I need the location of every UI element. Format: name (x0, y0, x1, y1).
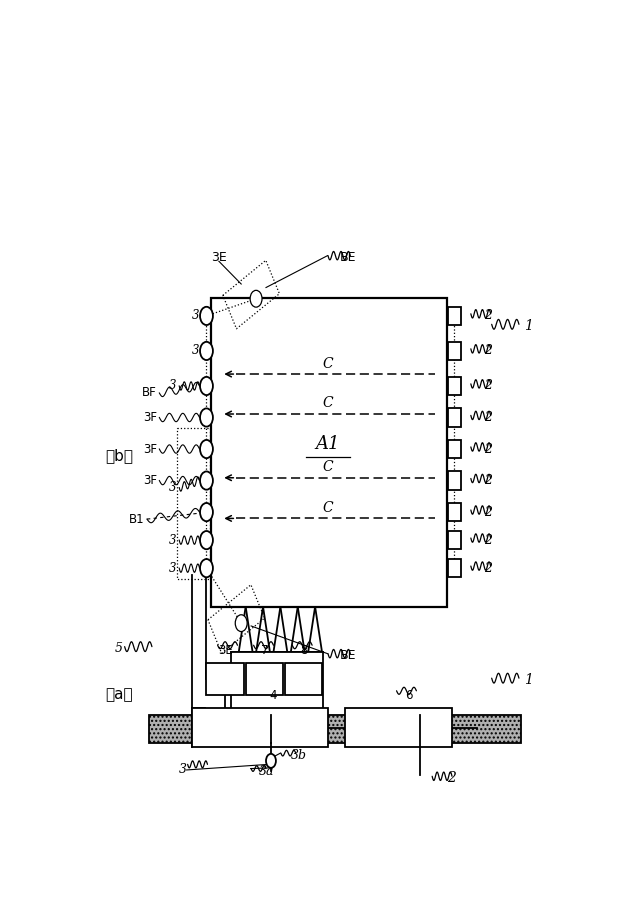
Text: 8: 8 (300, 643, 307, 657)
Circle shape (236, 615, 247, 632)
Bar (231, 652, 323, 715)
Text: 6: 6 (406, 689, 413, 703)
Bar (448, 471, 461, 490)
Text: 2: 2 (484, 474, 492, 487)
Text: 7: 7 (261, 643, 269, 657)
Text: 2: 2 (484, 309, 492, 322)
Text: C: C (323, 460, 333, 474)
Text: 2: 2 (484, 533, 492, 547)
Text: 2: 2 (484, 442, 492, 456)
Circle shape (266, 753, 276, 768)
Text: 3: 3 (169, 561, 177, 574)
Bar (177, 428, 211, 579)
Text: 3F: 3F (143, 411, 157, 424)
Circle shape (200, 471, 213, 490)
Text: C: C (323, 501, 333, 515)
Bar (448, 559, 461, 577)
Text: 3b: 3b (291, 750, 307, 763)
Text: C: C (323, 397, 333, 410)
Bar (448, 307, 461, 325)
Text: 3: 3 (169, 481, 177, 494)
Text: BE: BE (340, 649, 356, 662)
Text: 3: 3 (191, 345, 199, 358)
Bar (207, 662, 244, 695)
Text: 3E: 3E (218, 643, 232, 657)
Circle shape (200, 342, 213, 360)
Circle shape (200, 559, 213, 577)
Text: 2: 2 (484, 379, 492, 392)
Text: 5: 5 (115, 642, 123, 655)
Bar (448, 409, 461, 427)
Text: 3E: 3E (211, 251, 227, 264)
Text: BF: BF (142, 387, 157, 399)
Text: 3a: 3a (259, 765, 274, 778)
Circle shape (250, 290, 262, 308)
Bar (346, 708, 452, 747)
Text: 3F: 3F (143, 474, 157, 487)
Text: 1: 1 (524, 673, 532, 687)
Circle shape (200, 531, 213, 550)
Text: 2: 2 (484, 345, 492, 358)
Bar (191, 708, 328, 747)
Text: （b）: （b） (105, 449, 133, 463)
Text: 3: 3 (169, 379, 177, 392)
Bar (448, 531, 461, 550)
Bar (448, 440, 461, 458)
Text: 1: 1 (524, 319, 532, 333)
Circle shape (200, 503, 213, 521)
Text: 2: 2 (447, 772, 456, 785)
Circle shape (200, 440, 213, 458)
Text: B1: B1 (129, 512, 145, 526)
Text: C: C (323, 357, 333, 370)
Circle shape (200, 307, 213, 325)
Text: 2: 2 (484, 506, 492, 519)
Circle shape (200, 409, 213, 427)
Bar (150, 715, 522, 743)
Circle shape (200, 377, 213, 395)
Text: 3: 3 (179, 763, 187, 776)
Text: 2: 2 (484, 411, 492, 424)
Bar (211, 298, 447, 607)
Text: 3F: 3F (143, 442, 157, 456)
Text: A1: A1 (316, 435, 340, 453)
Bar (448, 503, 461, 521)
Bar (448, 342, 461, 360)
Text: 4: 4 (269, 689, 277, 703)
Text: 2: 2 (484, 561, 492, 574)
Text: BE: BE (340, 251, 356, 264)
Bar (285, 662, 322, 695)
Text: 3: 3 (169, 533, 177, 547)
Bar (246, 662, 284, 695)
Bar (448, 377, 461, 395)
Text: 3: 3 (191, 309, 199, 322)
Text: （a）: （a） (105, 687, 132, 702)
